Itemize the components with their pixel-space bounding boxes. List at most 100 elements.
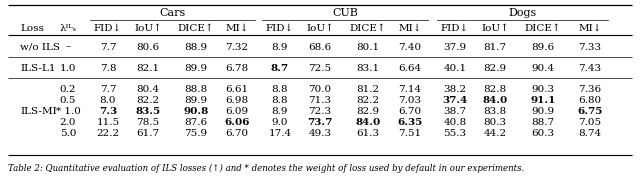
Text: 5.0: 5.0 — [60, 129, 76, 138]
Text: 40.8: 40.8 — [444, 117, 467, 126]
Text: 7.03: 7.03 — [399, 95, 422, 104]
Text: 8.74: 8.74 — [579, 129, 602, 138]
Text: 8.9: 8.9 — [272, 43, 288, 52]
Text: 40.1: 40.1 — [444, 64, 467, 73]
Text: 6.35: 6.35 — [397, 117, 422, 126]
Text: 17.4: 17.4 — [268, 129, 292, 138]
Text: 89.6: 89.6 — [531, 43, 555, 52]
Text: 90.3: 90.3 — [531, 84, 555, 93]
Text: IoU↑: IoU↑ — [134, 24, 162, 33]
Text: 44.2: 44.2 — [483, 129, 507, 138]
Text: 37.4: 37.4 — [442, 95, 468, 104]
Text: 55.3: 55.3 — [444, 129, 467, 138]
Text: 38.7: 38.7 — [444, 106, 467, 115]
Text: 7.51: 7.51 — [399, 129, 422, 138]
Text: FID↓: FID↓ — [441, 24, 469, 33]
Text: 7.7: 7.7 — [100, 43, 116, 52]
Text: 7.43: 7.43 — [579, 64, 602, 73]
Text: Cars: Cars — [159, 8, 186, 18]
Text: IoU↑: IoU↑ — [481, 24, 509, 33]
Text: 82.8: 82.8 — [483, 84, 507, 93]
Text: 61.7: 61.7 — [136, 129, 159, 138]
Text: 6.78: 6.78 — [225, 64, 248, 73]
Text: 8.7: 8.7 — [271, 64, 289, 73]
Text: 82.9: 82.9 — [356, 106, 380, 115]
Text: CUB: CUB — [332, 8, 358, 18]
Text: 81.7: 81.7 — [483, 43, 507, 52]
Text: 89.9: 89.9 — [184, 64, 207, 73]
Text: 88.9: 88.9 — [184, 43, 207, 52]
Text: 83.8: 83.8 — [483, 106, 507, 115]
Text: 88.8: 88.8 — [184, 84, 207, 93]
Text: 8.9: 8.9 — [272, 106, 288, 115]
Text: FID↓: FID↓ — [266, 24, 294, 33]
Text: 7.8: 7.8 — [100, 64, 116, 73]
Text: 7.3: 7.3 — [99, 106, 117, 115]
Text: 7.14: 7.14 — [399, 84, 422, 93]
Text: DICE↑: DICE↑ — [349, 24, 387, 33]
Text: 87.6: 87.6 — [184, 117, 207, 126]
Text: 6.75: 6.75 — [577, 106, 603, 115]
Text: 83.5: 83.5 — [136, 106, 161, 115]
Text: 6.64: 6.64 — [399, 64, 422, 73]
Text: 82.1: 82.1 — [136, 64, 159, 73]
Text: 82.9: 82.9 — [483, 64, 507, 73]
Text: 80.3: 80.3 — [483, 117, 507, 126]
Text: 37.9: 37.9 — [444, 43, 467, 52]
Text: MI↓: MI↓ — [398, 24, 422, 33]
Text: 90.8: 90.8 — [184, 106, 209, 115]
Text: 8.8: 8.8 — [272, 95, 288, 104]
Text: FID↓: FID↓ — [94, 24, 122, 33]
Text: 6.80: 6.80 — [579, 95, 602, 104]
Text: 7.32: 7.32 — [225, 43, 248, 52]
Text: MI↓: MI↓ — [225, 24, 249, 33]
Text: 81.2: 81.2 — [356, 84, 380, 93]
Text: 80.1: 80.1 — [356, 43, 380, 52]
Text: 89.9: 89.9 — [184, 95, 207, 104]
Text: IoU↑: IoU↑ — [306, 24, 334, 33]
Text: 82.2: 82.2 — [136, 95, 159, 104]
Text: λᴵᴸₛ: λᴵᴸₛ — [60, 24, 77, 33]
Text: 72.5: 72.5 — [308, 64, 332, 73]
Text: 91.1: 91.1 — [531, 95, 556, 104]
Text: DICE↑: DICE↑ — [178, 24, 214, 33]
Text: 73.7: 73.7 — [307, 117, 333, 126]
Text: 1.0: 1.0 — [60, 64, 76, 73]
Text: 80.6: 80.6 — [136, 43, 159, 52]
Text: 38.2: 38.2 — [444, 84, 467, 93]
Text: 7.33: 7.33 — [579, 43, 602, 52]
Text: ILS-MI: ILS-MI — [20, 106, 57, 115]
Text: 22.2: 22.2 — [97, 129, 120, 138]
Text: 71.3: 71.3 — [308, 95, 332, 104]
Text: 88.7: 88.7 — [531, 117, 555, 126]
Text: 60.3: 60.3 — [531, 129, 555, 138]
Text: 61.3: 61.3 — [356, 129, 380, 138]
Text: 84.0: 84.0 — [483, 95, 508, 104]
Text: 80.4: 80.4 — [136, 84, 159, 93]
Text: 78.5: 78.5 — [136, 117, 159, 126]
Text: MI↓: MI↓ — [579, 24, 602, 33]
Text: 8.0: 8.0 — [100, 95, 116, 104]
Text: 49.3: 49.3 — [308, 129, 332, 138]
Text: 8.8: 8.8 — [272, 84, 288, 93]
Text: 83.1: 83.1 — [356, 64, 380, 73]
Text: 90.4: 90.4 — [531, 64, 555, 73]
Text: 82.2: 82.2 — [356, 95, 380, 104]
Text: w/o ILS: w/o ILS — [20, 43, 60, 52]
Text: 68.6: 68.6 — [308, 43, 332, 52]
Text: 9.0: 9.0 — [272, 117, 288, 126]
Text: 6.09: 6.09 — [225, 106, 248, 115]
Text: 7.36: 7.36 — [579, 84, 602, 93]
Text: 6.06: 6.06 — [224, 117, 250, 126]
Text: 0.5: 0.5 — [60, 95, 76, 104]
Text: 7.7: 7.7 — [100, 84, 116, 93]
Text: 6.70: 6.70 — [399, 106, 422, 115]
Text: DICE↑: DICE↑ — [525, 24, 561, 33]
Text: 70.0: 70.0 — [308, 84, 332, 93]
Text: 11.5: 11.5 — [97, 117, 120, 126]
Text: 7.05: 7.05 — [579, 117, 602, 126]
Text: 75.9: 75.9 — [184, 129, 207, 138]
Text: –: – — [65, 43, 70, 52]
Text: 6.98: 6.98 — [225, 95, 248, 104]
Text: 0.2: 0.2 — [60, 84, 76, 93]
